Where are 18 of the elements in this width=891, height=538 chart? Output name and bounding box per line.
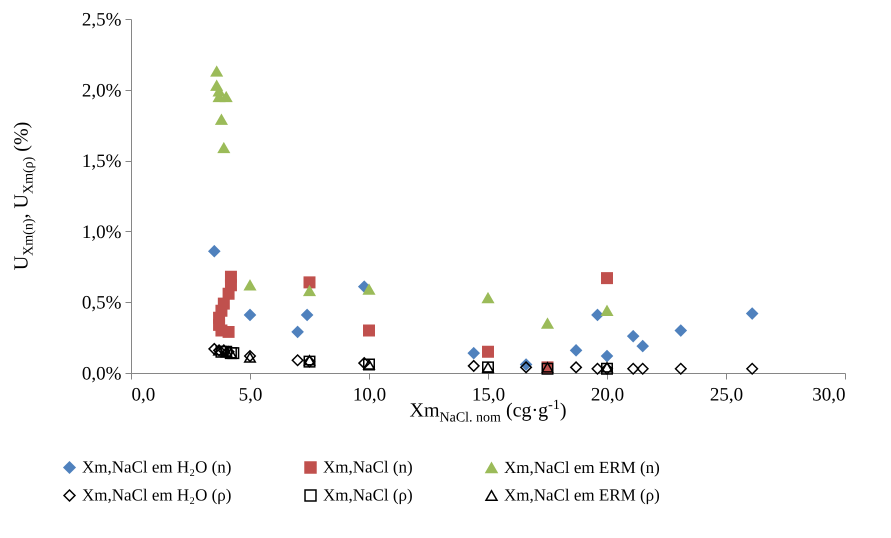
x-tick-label: 0,0 xyxy=(132,384,156,406)
legend-label: Xm,NaCl em H₂O (n) xyxy=(82,458,232,477)
y-tick-label: 0,0% xyxy=(82,364,122,384)
y-tick-label: 2,5% xyxy=(82,10,122,30)
legend-label: Xm,NaCl em H₂O (ρ) xyxy=(82,486,232,504)
y-tick-label: 1,0% xyxy=(82,222,122,243)
x-tick-label: 20,0 xyxy=(590,384,624,406)
x-tick-label: 10,0 xyxy=(352,384,386,406)
x-tick-label: 25,0 xyxy=(710,384,744,406)
y-tick-label: 0,5% xyxy=(82,292,122,314)
y-tick-label: 1,5% xyxy=(82,151,122,172)
legend-label: Xm,NaCl em ERM (ρ) xyxy=(504,486,660,504)
x-tick-label: 30,0 xyxy=(812,384,846,406)
x-tick-label: 5,0 xyxy=(238,384,262,406)
legend-label: Xm,NaCl (ρ) xyxy=(323,486,413,504)
y-tick-label: 2,0% xyxy=(82,80,122,102)
legend-label: Xm,NaCl (n) xyxy=(323,458,413,477)
legend-label: Xm,NaCl em ERM (n) xyxy=(504,458,660,477)
